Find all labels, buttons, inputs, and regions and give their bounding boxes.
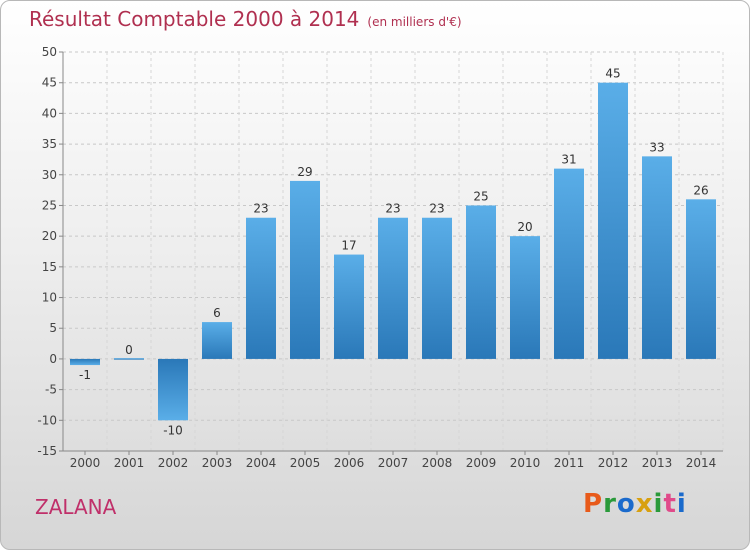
x-tick-label: 2009: [466, 456, 497, 470]
data-label: 17: [341, 239, 356, 253]
bar: [554, 168, 584, 359]
bar: [202, 322, 232, 359]
x-tick-label: 2008: [422, 456, 453, 470]
y-tick-label: 20: [42, 229, 57, 243]
bar: [422, 217, 452, 359]
y-tick-label: 45: [42, 76, 57, 90]
logo-letter: i: [653, 489, 664, 519]
x-tick-label: 2007: [378, 456, 409, 470]
data-label: 25: [473, 189, 488, 203]
data-label: 31: [561, 153, 576, 167]
bar: [334, 254, 364, 359]
data-label: 23: [253, 202, 268, 216]
x-tick-label: 2014: [686, 456, 717, 470]
data-label: 0: [125, 343, 133, 357]
logo-letter: i: [676, 489, 687, 519]
x-tick-label: 2002: [158, 456, 189, 470]
y-tick-label: 25: [42, 198, 57, 212]
data-label: 23: [429, 202, 444, 216]
logo-letter: r: [603, 489, 617, 519]
bar: [378, 217, 408, 359]
bar: [686, 199, 716, 359]
x-tick-label: 2011: [554, 456, 585, 470]
bar: [158, 358, 188, 421]
y-tick-label: 5: [49, 321, 57, 335]
y-tick-label: -10: [37, 413, 57, 427]
y-tick-label: 30: [42, 168, 57, 182]
x-tick-label: 2001: [114, 456, 145, 470]
logo-letter: P: [583, 489, 604, 519]
y-tick-label: 35: [42, 137, 57, 151]
y-tick-label: 40: [42, 106, 57, 120]
x-tick-label: 2005: [290, 456, 321, 470]
bar: [642, 156, 672, 359]
logo-letter: o: [616, 489, 636, 519]
proxiti-logo: Proxiti: [583, 489, 687, 519]
data-label: 45: [605, 67, 620, 81]
data-label: 29: [297, 165, 312, 179]
logo-letter: t: [663, 489, 677, 519]
data-label: 23: [385, 202, 400, 216]
data-label: -1: [79, 368, 91, 382]
bar: [290, 180, 320, 359]
bar: [466, 205, 496, 359]
bar: [598, 82, 628, 359]
logo-letter: x: [635, 489, 654, 519]
commune-name: ZALANA: [35, 495, 117, 519]
x-tick-label: 2000: [70, 456, 101, 470]
x-tick-label: 2013: [642, 456, 673, 470]
bar: [510, 236, 540, 359]
data-label: -10: [163, 423, 183, 437]
data-label: 26: [693, 183, 708, 197]
y-tick-label: 0: [49, 352, 57, 366]
y-tick-label: 50: [42, 45, 57, 59]
chart-title: Résultat Comptable 2000 à 2014 (en millie…: [29, 7, 462, 31]
chart-subtitle: (en milliers d'€): [367, 15, 462, 29]
y-tick-label: -5: [45, 383, 57, 397]
y-tick-label: -15: [37, 444, 57, 458]
x-tick-label: 2012: [598, 456, 629, 470]
y-tick-label: 10: [42, 291, 57, 305]
data-label: 20: [517, 220, 532, 234]
x-tick-label: 2010: [510, 456, 541, 470]
x-tick-label: 2003: [202, 456, 233, 470]
data-label: 33: [649, 140, 664, 154]
data-label: 6: [213, 306, 221, 320]
bar-layer: [70, 82, 716, 421]
bar: [70, 358, 100, 366]
chart-title-text: Résultat Comptable 2000 à 2014: [29, 7, 360, 31]
x-tick-label: 2004: [246, 456, 277, 470]
y-tick-label: 15: [42, 260, 57, 274]
bar: [114, 358, 144, 360]
bar: [246, 217, 276, 359]
x-tick-label: 2006: [334, 456, 365, 470]
